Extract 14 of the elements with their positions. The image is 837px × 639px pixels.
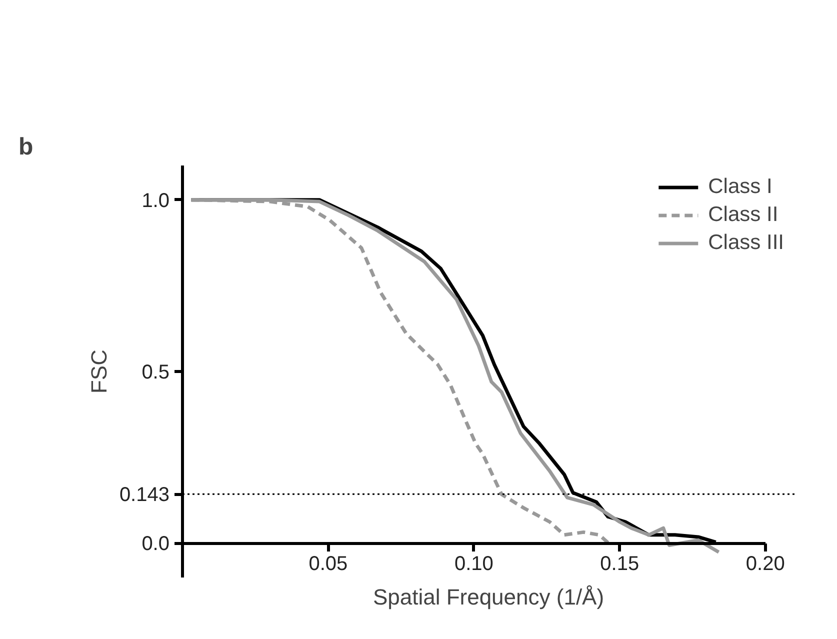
y-tick-label: 1.0 — [142, 190, 170, 212]
legend-label: Class II — [708, 203, 778, 227]
legend-label: Class III — [708, 231, 784, 255]
x-axis-title: Spatial Frequency (1/Å) — [372, 584, 604, 610]
y-axis-title: FSC — [86, 349, 112, 394]
legend-label: Class I — [708, 175, 772, 199]
x-tick-label: 0.10 — [454, 553, 494, 576]
text: b — [18, 134, 34, 160]
x-tick-label: 0.15 — [600, 553, 640, 576]
x-tick-label: 0.05 — [308, 553, 348, 576]
y-tick-label: 0.5 — [142, 362, 170, 384]
y-tick-label: 0.0 — [142, 533, 170, 556]
y-tick-label: 0.143 — [119, 484, 170, 506]
x-tick-label: 0.20 — [746, 553, 785, 576]
